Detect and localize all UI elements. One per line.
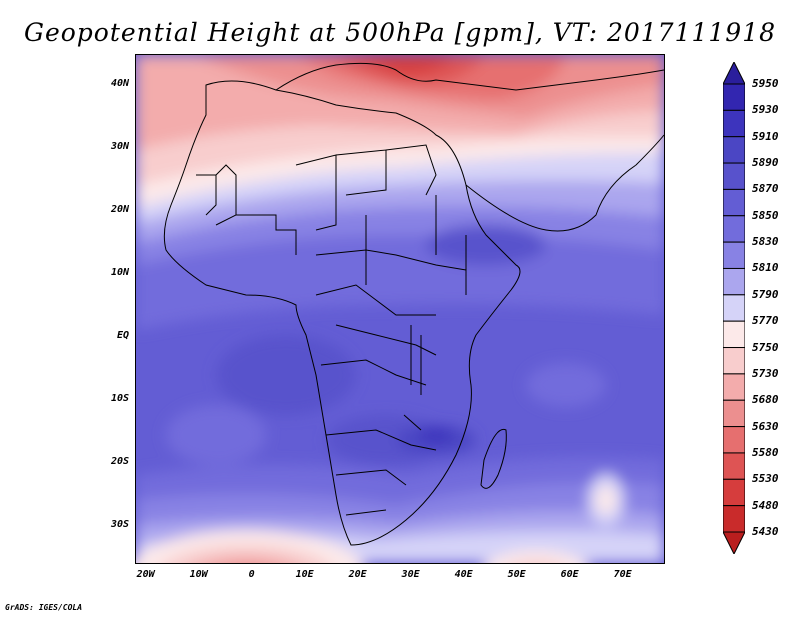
lon-label: 10W [189,569,208,580]
colorbar-swatch [722,452,746,480]
field-map [136,55,664,563]
colorbar-swatch [722,294,746,322]
colorbar [722,60,746,556]
lat-label: 40N [110,78,129,90]
colorbar-swatch [722,215,746,243]
lon-label: 30E [401,569,420,580]
colorbar-swatch [722,83,746,111]
lon-label: 70E [613,569,632,580]
map-panel [135,54,665,564]
colorbar-swatch [722,188,746,217]
colorbar-level-label: 5890 [752,156,779,170]
credit-text: GrADS: IGES/COLA [5,603,83,612]
colorbar-svg [722,60,746,556]
lon-label: 0 [248,569,255,580]
colorbar-level-label: 5910 [752,129,779,143]
colorbar-level-label: 5950 [752,77,779,90]
lon-label: 20E [348,569,367,580]
lon-label: 60E [560,569,579,580]
lat-label: 10N [110,267,129,279]
colorbar-level-label: 5850 [752,208,779,222]
colorbar-swatch [722,267,746,296]
lon-label: 50E [507,569,526,580]
colorbar-swatch [722,162,746,190]
colorbar-swatch [722,399,746,428]
colorbar-swatch [722,373,746,401]
lat-label: 30N [110,141,129,153]
geopotential-field [136,55,664,563]
colorbar-swatch [722,505,746,533]
colorbar-level-label: 5810 [752,261,779,275]
colorbar-swatch [722,320,746,349]
chart-title: Geopotential Height at 500hPa [gpm], VT:… [23,18,777,47]
colorbar-level-label: 5730 [752,366,779,380]
lat-label: 30S [110,519,129,531]
colorbar-swatch [722,136,746,164]
lat-label: 20N [110,204,129,216]
lat-label: 20S [110,456,129,468]
lon-label: 20W [136,569,155,580]
colorbar-level-label: 5770 [752,314,779,328]
colorbar-swatch [722,347,746,375]
colorbar-level-label: 5830 [752,235,779,249]
colorbar-swatch [722,531,746,556]
lat-label: EQ [116,330,129,342]
colorbar-swatch [722,426,746,454]
colorbar-swatch [722,478,746,507]
colorbar-level-label: 5530 [752,472,779,486]
colorbar-level-label: 5580 [752,445,779,459]
colorbar-level-label: 5930 [752,103,779,117]
colorbar-level-label: 5630 [752,419,779,433]
colorbar-level-label: 5870 [752,182,779,196]
colorbar-level-label: 5750 [752,340,779,354]
coastlines [163,62,664,546]
lat-label: 10S [110,393,129,405]
colorbar-swatch [722,241,746,269]
colorbar-swatch [722,60,746,85]
colorbar-level-label: 5790 [752,287,779,301]
lon-label: 40E [454,569,473,580]
colorbar-level-label: 5680 [752,393,779,407]
colorbar-level-label: 5480 [752,498,779,512]
colorbar-swatch [722,109,746,138]
colorbar-level-label: 5430 [752,525,779,538]
lon-label: 10E [295,569,314,580]
